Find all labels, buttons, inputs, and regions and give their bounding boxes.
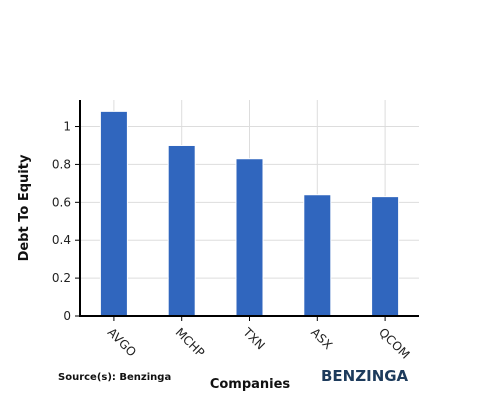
bar-asx [303, 194, 332, 317]
bar-txn [235, 158, 264, 317]
y-tick-label: 0.2 [52, 271, 71, 285]
x-tick-labels: AVGO MCHP TXN ASX QCOM [105, 316, 413, 362]
y-tick-label: 0.8 [52, 157, 71, 171]
bar-avgo [99, 110, 128, 317]
bar-qcom [371, 196, 400, 317]
x-tick-label: MCHP [173, 325, 208, 360]
x-axis-title: Companies [210, 377, 291, 392]
x-tick-label: QCOM [376, 325, 413, 362]
y-tick-labels: 0 0.2 0.4 0.6 0.8 1 [52, 120, 80, 323]
y-tick-label: 0.6 [52, 195, 71, 209]
bar-mchp [167, 144, 196, 317]
x-tick-label: TXN [240, 325, 268, 353]
y-tick-label: 0.4 [52, 233, 71, 247]
y-tick-label: 0 [63, 309, 71, 323]
y-tick-label: 1 [63, 120, 71, 134]
x-tick-label: AVGO [105, 325, 139, 359]
x-tick-label: ASX [308, 325, 335, 352]
bars [99, 110, 400, 317]
y-axis-title: Debt To Equity [17, 154, 32, 261]
source-label: Source(s): Benzinga [58, 372, 171, 383]
benzinga-logo: BENZINGA [321, 367, 409, 385]
